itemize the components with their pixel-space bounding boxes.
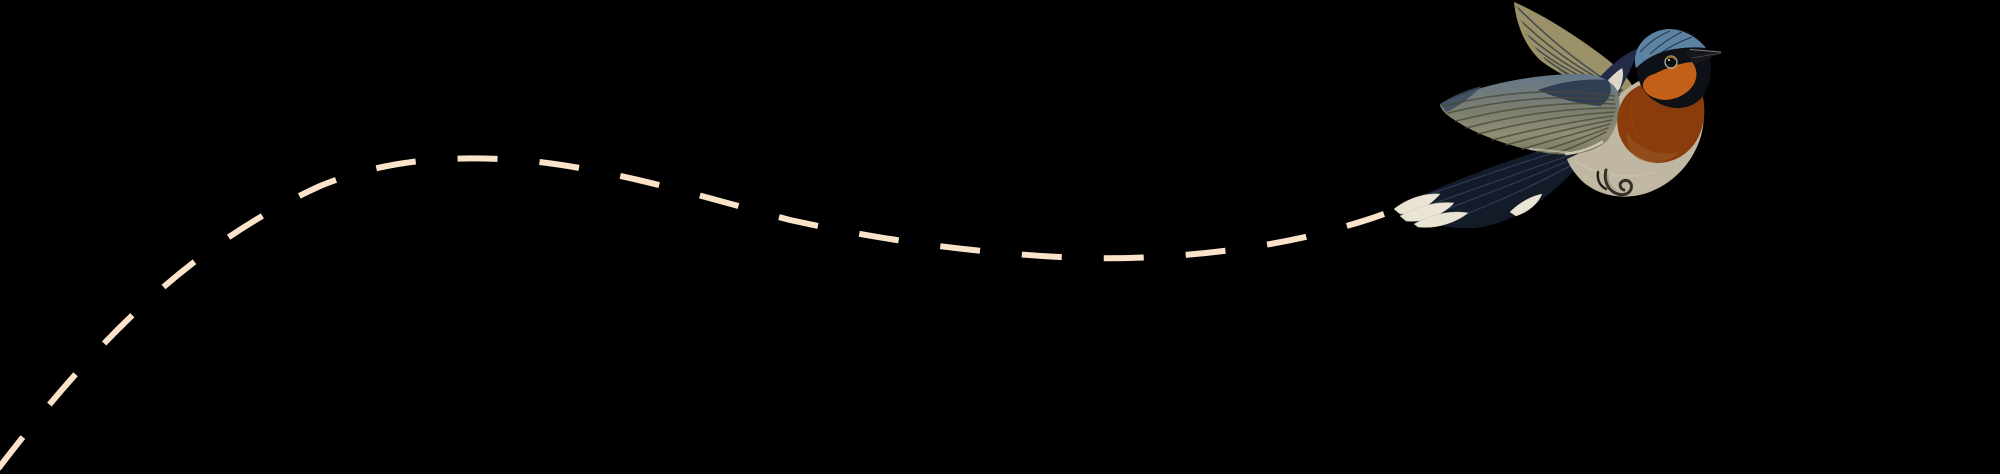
bird-near-wing	[1440, 74, 1620, 156]
bird-foot	[1596, 168, 1633, 197]
bird-throat	[1642, 62, 1697, 100]
bird-beak	[1686, 49, 1723, 64]
swallow-bird-illustration	[1393, 2, 1723, 229]
bird-tail	[1393, 138, 1587, 229]
dashed-flight-path	[0, 155, 1386, 472]
bird-crown	[1634, 29, 1706, 68]
bird-eye	[1664, 55, 1678, 69]
bird-tail-white-tips	[1393, 193, 1543, 228]
